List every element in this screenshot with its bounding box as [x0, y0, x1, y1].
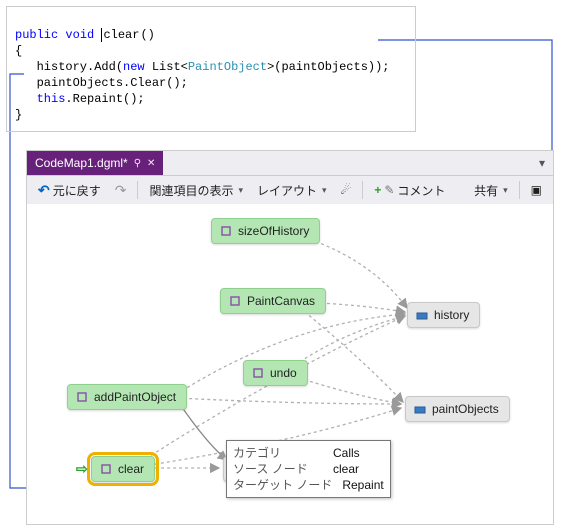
filter-button[interactable]: ☄ — [336, 180, 357, 200]
method-icon — [76, 391, 88, 403]
node-label: undo — [270, 366, 297, 380]
node-addPaintObject[interactable]: addPaintObject — [67, 384, 187, 410]
filter-icon: ☄ — [341, 183, 352, 197]
add-comment-button[interactable]: +✎ コメント — [369, 179, 450, 202]
method-icon — [100, 463, 112, 475]
plus-icon: + — [374, 183, 381, 197]
code-editor: public void clear() { history.Add(new Li… — [6, 6, 416, 132]
node-clear[interactable]: ⇨ clear — [91, 456, 155, 482]
fit-icon: ▣ — [531, 183, 542, 197]
field-icon — [416, 309, 428, 321]
node-label: clear — [118, 462, 144, 476]
comment-icon: ✎ — [384, 183, 394, 197]
tab-bar: CodeMap1.dgml* ⚲ ✕ ▾ — [27, 151, 553, 175]
close-icon[interactable]: ✕ — [147, 158, 155, 169]
node-undo[interactable]: undo — [243, 360, 308, 386]
node-sizeOfHistory[interactable]: sizeOfHistory — [211, 218, 320, 244]
method-icon — [252, 367, 264, 379]
method-icon — [229, 295, 241, 307]
tooltip-value: clear — [333, 461, 359, 477]
redo-button[interactable]: ↷ — [110, 179, 132, 202]
node-PaintCanvas[interactable]: PaintCanvas — [220, 288, 326, 314]
node-label: history — [434, 308, 469, 322]
undo-button[interactable]: ↶元に戻す — [33, 179, 106, 202]
node-history[interactable]: history — [407, 302, 480, 328]
tab-title: CodeMap1.dgml* — [35, 156, 128, 170]
incoming-arrow-icon: ⇨ — [76, 461, 88, 478]
node-paintObjects[interactable]: paintObjects — [405, 396, 510, 422]
node-label: paintObjects — [432, 402, 499, 416]
tooltip-key: カテゴリ — [233, 445, 323, 461]
related-items-button[interactable]: 関連項目の表示▾ — [144, 179, 248, 202]
toolbar: ↶元に戻す ↷ 関連項目の表示▾ レイアウト▾ ☄ +✎ コメント 共有▾ ▣ — [27, 175, 553, 204]
redo-icon: ↷ — [115, 182, 127, 199]
node-label: addPaintObject — [94, 390, 176, 404]
tooltip-key: ソース ノード — [233, 461, 323, 477]
layout-button[interactable]: レイアウト▾ — [252, 179, 332, 202]
edge-tooltip: カテゴリ Calls ソース ノード clear ターゲット ノード Repaint — [226, 440, 391, 498]
tooltip-value: Repaint — [342, 477, 383, 493]
node-label: sizeOfHistory — [238, 224, 309, 238]
fit-view-button[interactable]: ▣ — [526, 180, 547, 200]
undo-icon: ↶ — [38, 182, 50, 199]
share-button[interactable]: 共有▾ — [469, 179, 513, 202]
tooltip-key: ターゲット ノード — [233, 477, 332, 493]
method-highlight: clear — [101, 28, 140, 42]
tab-codemap[interactable]: CodeMap1.dgml* ⚲ ✕ — [27, 151, 163, 175]
tab-overflow[interactable]: ▾ — [531, 151, 553, 175]
field-icon — [414, 403, 426, 415]
method-icon — [220, 225, 232, 237]
tooltip-value: Calls — [333, 445, 360, 461]
node-label: PaintCanvas — [247, 294, 315, 308]
pin-icon[interactable]: ⚲ — [134, 158, 141, 169]
